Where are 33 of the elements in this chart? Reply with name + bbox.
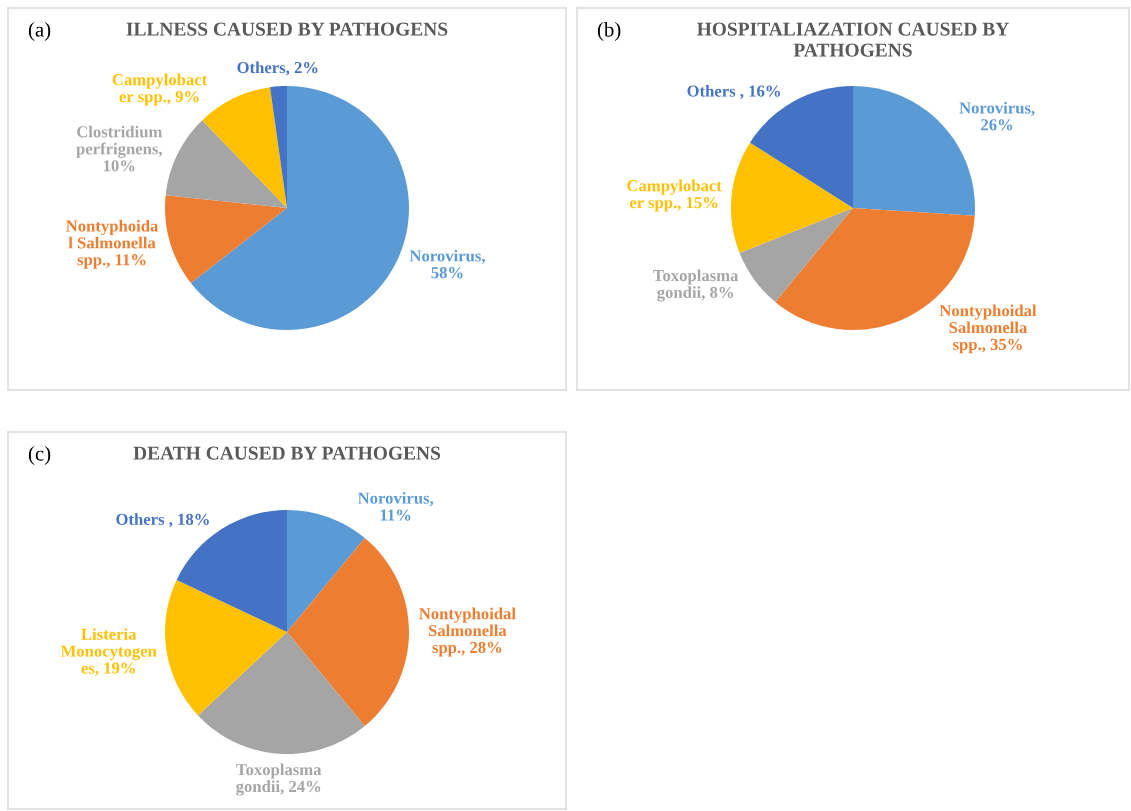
chart-title: DEATH CAUSED BY PATHOGENS [133,446,441,460]
pie-slice [165,120,287,208]
chart-title: ILLNESS CAUSED BY PATHOGENS [126,22,448,36]
slice-label: Norovirus, 58% [409,249,485,279]
slice-label: Clostridium perfrignens, 10% [76,125,163,172]
pie-slice [165,195,287,284]
text: (b) [597,22,621,41]
slice-label: Campylobact er spp., 15% [627,179,722,212]
slice-label: Toxoplasma gondii, 8% [653,269,739,302]
pie-slice [165,580,287,716]
slice-label: Toxoplasma gondii, 24% [236,763,322,796]
slice-label: Norovirus, 26% [959,101,1035,131]
pie-slice [198,632,365,754]
slice-label: Campylobact er spp., 9% [112,73,208,106]
slice-label: Nontyphoidal Salmonella spp., 35% [939,304,1037,354]
chart-title: HOSPITALIAZATION CAUSED BY PATHOGENS [697,22,1009,57]
pie-slice [202,87,287,208]
slice-label: Norovirus, 11% [357,492,434,521]
slice-label: Nontyphoidal Salmonella spp., 28% [419,607,516,657]
text: (c) [28,446,51,465]
slice-label: Others , 16% [687,84,780,100]
slice-label: Others , 18% [116,513,209,528]
pie-slice [287,538,409,726]
pie-slice [731,142,853,253]
slice-label: Listeria Monocytogen es, 19% [60,628,157,677]
pie-slice [176,510,287,632]
pie-slice [739,208,853,302]
slice-label: Nontyphoida l Salmonella spp., 11% [66,219,159,269]
pie-slice [749,86,853,208]
pie-slice [270,86,287,208]
slice-label: Others, 2% [237,61,318,76]
text: (a) [28,22,51,41]
pie-slice [287,510,365,632]
